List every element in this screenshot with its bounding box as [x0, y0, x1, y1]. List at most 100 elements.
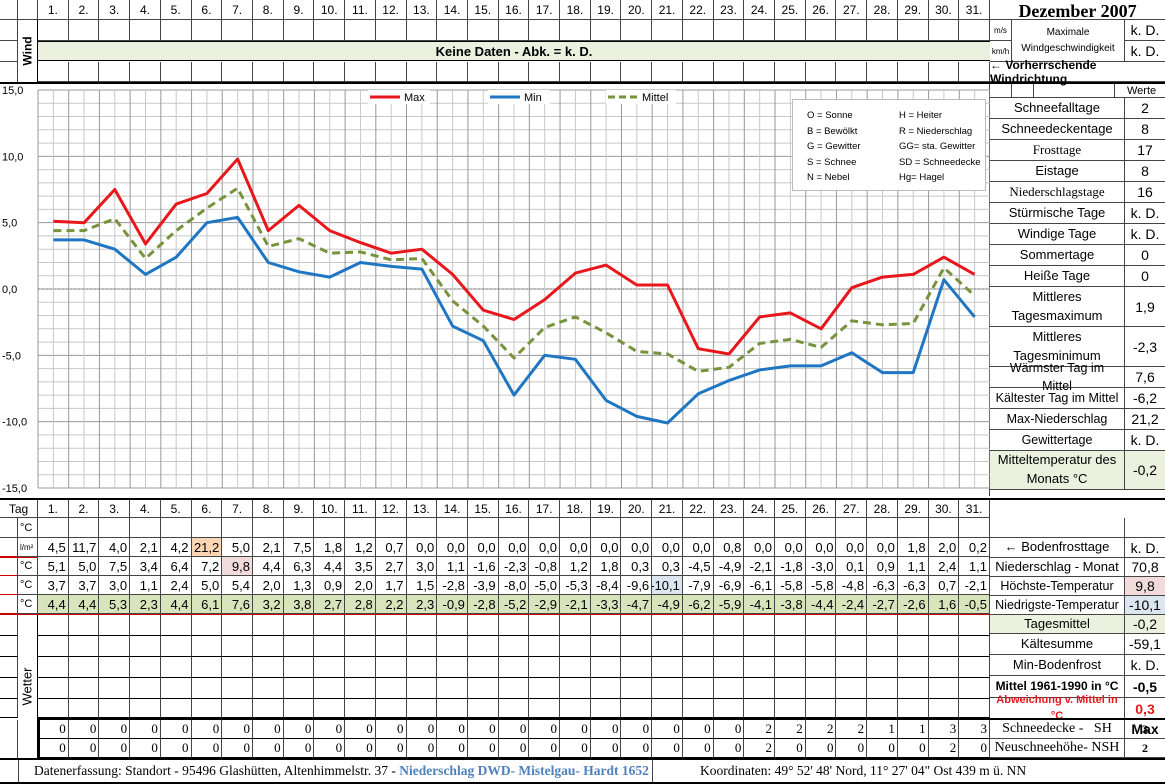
- weather-cell[interactable]: [38, 636, 69, 657]
- weather-cell[interactable]: [406, 636, 438, 657]
- weather-cell[interactable]: [836, 678, 868, 699]
- weather-cell[interactable]: [191, 657, 223, 678]
- weather-cell[interactable]: [775, 657, 806, 678]
- weather-cell[interactable]: [621, 699, 653, 718]
- weather-cell[interactable]: [652, 657, 683, 678]
- weather-cell[interactable]: [590, 657, 622, 678]
- weather-cell[interactable]: [805, 615, 837, 636]
- weather-cell[interactable]: [682, 657, 714, 678]
- weather-cell[interactable]: [529, 678, 561, 699]
- weather-cell[interactable]: [959, 636, 990, 657]
- weather-cell[interactable]: [928, 678, 960, 699]
- weather-cell[interactable]: [160, 657, 192, 678]
- weather-cell[interactable]: [775, 699, 806, 718]
- weather-cell[interactable]: [805, 699, 837, 718]
- weather-cell[interactable]: [437, 699, 468, 718]
- weather-cell[interactable]: [375, 678, 407, 699]
- weather-cell[interactable]: [560, 615, 591, 636]
- weather-cell[interactable]: [345, 699, 376, 718]
- weather-cell[interactable]: [252, 615, 284, 636]
- weather-cell[interactable]: [652, 636, 683, 657]
- weather-cell[interactable]: [191, 699, 223, 718]
- weather-cell[interactable]: [836, 699, 868, 718]
- weather-cell[interactable]: [744, 615, 776, 636]
- weather-cell[interactable]: [283, 678, 315, 699]
- weather-cell[interactable]: [498, 615, 530, 636]
- weather-cell[interactable]: [621, 615, 653, 636]
- weather-cell[interactable]: [498, 699, 530, 718]
- weather-cell[interactable]: [191, 678, 223, 699]
- weather-cell[interactable]: [68, 699, 100, 718]
- weather-cell[interactable]: [529, 657, 561, 678]
- weather-cell[interactable]: [867, 678, 898, 699]
- weather-cell[interactable]: [467, 699, 499, 718]
- weather-cell[interactable]: [652, 678, 683, 699]
- weather-cell[interactable]: [959, 699, 990, 718]
- weather-cell[interactable]: [283, 657, 315, 678]
- weather-cell[interactable]: [437, 657, 468, 678]
- weather-cell[interactable]: [590, 678, 622, 699]
- weather-cell[interactable]: [38, 699, 69, 718]
- weather-cell[interactable]: [652, 699, 683, 718]
- weather-cell[interactable]: [68, 678, 100, 699]
- weather-cell[interactable]: [345, 615, 376, 636]
- weather-cell[interactable]: [560, 678, 591, 699]
- weather-cell[interactable]: [99, 615, 131, 636]
- weather-cell[interactable]: [130, 678, 161, 699]
- weather-cell[interactable]: [222, 699, 253, 718]
- weather-cell[interactable]: [897, 678, 929, 699]
- weather-cell[interactable]: [590, 699, 622, 718]
- weather-cell[interactable]: [252, 678, 284, 699]
- weather-cell[interactable]: [38, 657, 69, 678]
- weather-cell[interactable]: [222, 615, 253, 636]
- weather-cell[interactable]: [283, 636, 315, 657]
- weather-cell[interactable]: [406, 657, 438, 678]
- weather-cell[interactable]: [467, 678, 499, 699]
- weather-cell[interactable]: [437, 615, 468, 636]
- weather-cell[interactable]: [345, 636, 376, 657]
- weather-cell[interactable]: [191, 615, 223, 636]
- weather-cell[interactable]: [283, 615, 315, 636]
- weather-cell[interactable]: [805, 678, 837, 699]
- weather-cell[interactable]: [682, 699, 714, 718]
- weather-cell[interactable]: [222, 657, 253, 678]
- weather-cell[interactable]: [867, 615, 898, 636]
- weather-cell[interactable]: [590, 636, 622, 657]
- weather-cell[interactable]: [160, 678, 192, 699]
- weather-cell[interactable]: [529, 699, 561, 718]
- weather-cell[interactable]: [498, 678, 530, 699]
- weather-cell[interactable]: [99, 657, 131, 678]
- weather-cell[interactable]: [406, 699, 438, 718]
- weather-cell[interactable]: [467, 615, 499, 636]
- weather-cell[interactable]: [744, 636, 776, 657]
- weather-cell[interactable]: [529, 615, 561, 636]
- weather-cell[interactable]: [99, 678, 131, 699]
- weather-cell[interactable]: [928, 699, 960, 718]
- weather-cell[interactable]: [897, 615, 929, 636]
- weather-cell[interactable]: [252, 657, 284, 678]
- weather-cell[interactable]: [867, 657, 898, 678]
- weather-cell[interactable]: [621, 636, 653, 657]
- weather-cell[interactable]: [314, 657, 346, 678]
- weather-cell[interactable]: [590, 615, 622, 636]
- weather-cell[interactable]: [928, 615, 960, 636]
- weather-cell[interactable]: [897, 636, 929, 657]
- weather-cell[interactable]: [529, 636, 561, 657]
- weather-cell[interactable]: [682, 636, 714, 657]
- weather-cell[interactable]: [252, 636, 284, 657]
- weather-cell[interactable]: [621, 657, 653, 678]
- weather-cell[interactable]: [897, 657, 929, 678]
- weather-cell[interactable]: [959, 615, 990, 636]
- weather-cell[interactable]: [160, 699, 192, 718]
- weather-cell[interactable]: [406, 615, 438, 636]
- weather-cell[interactable]: [283, 699, 315, 718]
- weather-cell[interactable]: [68, 657, 100, 678]
- weather-cell[interactable]: [498, 657, 530, 678]
- weather-cell[interactable]: [160, 615, 192, 636]
- weather-cell[interactable]: [314, 678, 346, 699]
- weather-cell[interactable]: [375, 699, 407, 718]
- weather-cell[interactable]: [560, 636, 591, 657]
- weather-cell[interactable]: [38, 615, 69, 636]
- weather-cell[interactable]: [867, 699, 898, 718]
- weather-cell[interactable]: [836, 657, 868, 678]
